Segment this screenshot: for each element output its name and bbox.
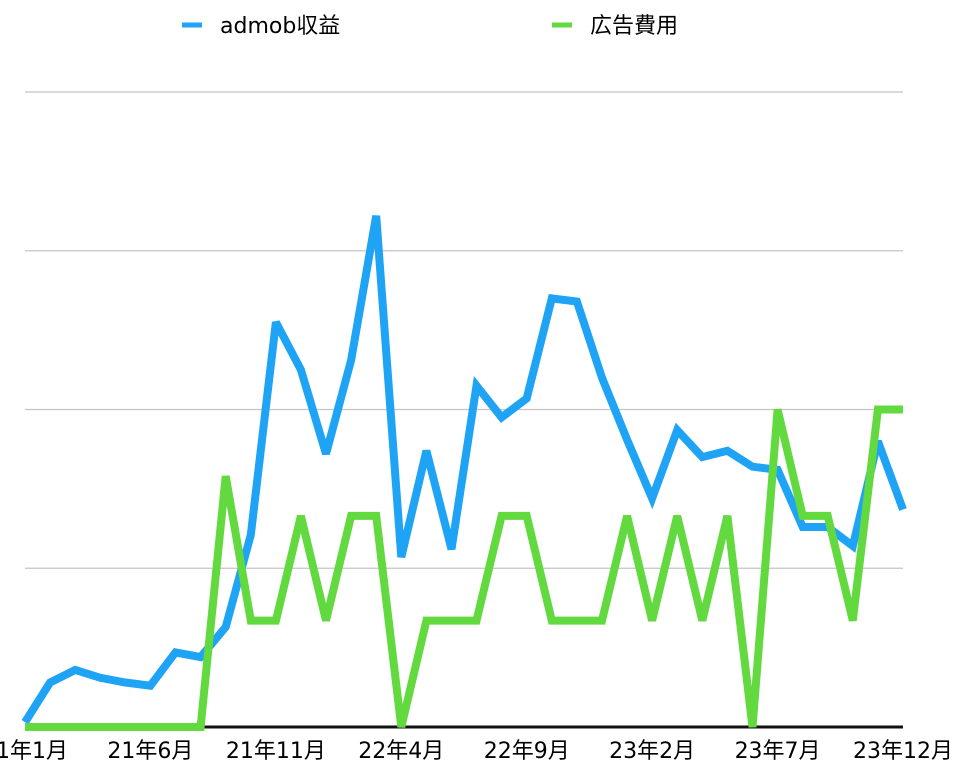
series-line-1[interactable] [25,405,903,731]
x-tick-labels: 21年1月 21年6月 21年11月 22年4月 22年9月 23年2月 23年7月 23年1… [0,739,953,764]
x-tick-label-4: 22年9月 [484,739,570,764]
series-line-0[interactable] [21,215,907,725]
x-tick-label-1: 21年6月 [107,739,193,764]
x-tick-label-0: 21年1月 [0,739,68,764]
legend-label-admob: admob収益 [220,14,340,39]
x-tick-label-3: 22年4月 [358,739,444,764]
legend-label-ad-cost: 広告費用 [590,14,678,39]
x-tick-label-2: 21年11月 [226,739,326,764]
x-tick-label-5: 23年2月 [609,739,695,764]
x-tick-label-7: 23年12月 [853,739,953,764]
legend: admob収益 広告費用 [182,14,678,39]
legend-item-admob[interactable]: admob収益 [182,14,340,39]
gridlines [25,91,903,569]
legend-item-ad-cost[interactable]: 広告費用 [552,14,678,39]
x-tick-label-6: 23年7月 [735,739,821,764]
series-group [21,215,907,731]
